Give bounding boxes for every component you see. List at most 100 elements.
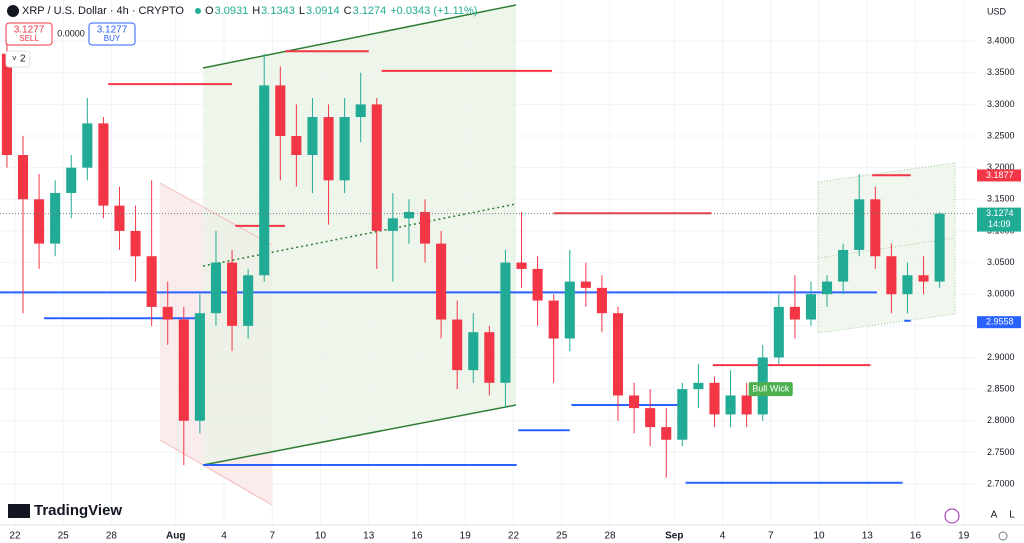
y-tick-label: 2.7000: [987, 478, 1015, 488]
y-tick-label: 3.3000: [987, 99, 1015, 109]
auto-scale-button[interactable]: A: [991, 510, 998, 521]
y-tick-label: 2.8000: [987, 415, 1015, 425]
y-tick-label: 3.3500: [987, 67, 1015, 77]
x-tick-label: 10: [315, 531, 327, 542]
candle-body: [596, 287, 607, 314]
y-tick-label: 2.9000: [987, 352, 1015, 362]
market-status: [195, 8, 201, 14]
ohlc-value: 3.0914: [306, 5, 340, 17]
candle-body: [259, 85, 270, 276]
candle-body: [629, 395, 640, 409]
candle-body: [773, 306, 784, 358]
candle-body: [612, 313, 624, 396]
candle-body: [725, 395, 736, 415]
ohlc-change: +0.0343 (+1.11%): [390, 5, 477, 17]
candle-body: [178, 319, 189, 421]
candle-body: [66, 167, 77, 193]
log-scale-button[interactable]: L: [1009, 510, 1015, 521]
sell-label: SELL: [19, 34, 39, 43]
x-tick-label: 19: [460, 531, 472, 542]
price-tag: [977, 207, 1021, 232]
candle-body: [709, 382, 720, 415]
brand-logo: [8, 504, 30, 518]
candle-body: [484, 332, 495, 383]
candle-body: [387, 218, 398, 231]
spread: 0.0000: [57, 28, 85, 38]
settings-icon[interactable]: [998, 531, 1008, 541]
ohlc-key: L: [299, 5, 305, 17]
candle-body: [34, 199, 45, 244]
candle-body: [854, 199, 865, 250]
channel-mid: [202, 203, 517, 267]
candle-body: [194, 313, 205, 421]
x-tick-label: 28: [604, 531, 616, 542]
sell-price: 3.1277: [14, 25, 45, 36]
candle-body: [564, 281, 575, 339]
price-tag-label: 3.1877: [986, 170, 1014, 180]
candle-body: [98, 123, 109, 206]
candle-body: [661, 427, 672, 440]
replay-icon[interactable]: [944, 508, 960, 524]
buy-price: 3.1277: [97, 25, 128, 36]
candle-body: [339, 117, 350, 181]
price-tag-label: 2.9558: [986, 317, 1014, 327]
channel-top: [202, 4, 517, 69]
candle-body: [645, 408, 656, 428]
channel-mid: [817, 237, 956, 259]
x-tick-label: Sep: [665, 531, 683, 542]
candle-body: [371, 104, 382, 231]
sell-button[interactable]: [5, 22, 53, 46]
candle-body: [130, 230, 141, 257]
chevron: ˅: [12, 54, 17, 63]
x-tick-label: 13: [862, 531, 874, 542]
ohlc-key: C: [344, 5, 352, 17]
channel-bottom: [202, 404, 517, 466]
candle-body: [741, 395, 752, 415]
candle-body: [693, 382, 704, 390]
indicator-count: 2: [20, 54, 26, 65]
candle-body: [805, 294, 817, 320]
x-tick-label: 28: [106, 531, 118, 542]
candle-body: [902, 275, 913, 295]
x-tick-label: 16: [411, 531, 423, 542]
y-tick-label: 3.0500: [987, 257, 1015, 267]
candle-body: [500, 262, 511, 383]
candle-body: [17, 155, 29, 200]
annotation-box: [748, 382, 793, 397]
x-tick-label: 4: [720, 531, 726, 542]
candle-body: [307, 117, 318, 156]
candle-body: [886, 256, 897, 295]
y-tick-label: 2.8500: [987, 384, 1015, 394]
symbol-icon: [7, 5, 19, 17]
candle-body: [870, 199, 881, 257]
countdown: 14:09: [988, 219, 1011, 229]
x-tick-label: 7: [269, 531, 275, 542]
candle-body: [323, 117, 334, 181]
candle-body: [355, 104, 366, 118]
brand: TradingView: [34, 502, 122, 519]
candle-body: [677, 389, 688, 440]
candle-body: [275, 85, 286, 137]
candle-body: [918, 275, 929, 282]
rising-channel-fill: [203, 5, 516, 465]
candle-body: [934, 213, 945, 282]
candle-body: [114, 205, 125, 231]
indicator-toggle[interactable]: [5, 50, 31, 68]
x-tick-label: 13: [363, 531, 375, 542]
candle-body: [532, 268, 543, 301]
x-tick-label: 22: [9, 531, 21, 542]
candle-body: [789, 306, 800, 320]
candle-body: [580, 281, 591, 288]
x-tick-label: 25: [556, 531, 568, 542]
x-tick-label: Aug: [166, 531, 185, 542]
buy-label: BUY: [104, 34, 121, 43]
candle-body: [210, 262, 222, 314]
candle-body: [1, 53, 12, 156]
currency[interactable]: USD: [987, 6, 1007, 16]
x-tick-label: 10: [813, 531, 825, 542]
buy-button[interactable]: [88, 22, 136, 46]
y-tick-label: 3.2500: [987, 130, 1015, 140]
ohlc-key: O: [205, 5, 214, 17]
x-tick-label: 25: [58, 531, 70, 542]
candle-body: [403, 211, 414, 219]
